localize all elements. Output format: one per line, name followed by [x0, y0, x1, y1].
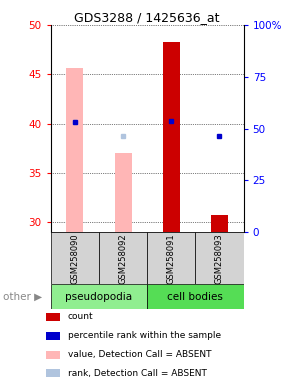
Bar	[195, 232, 244, 284]
Text: other ▶: other ▶	[3, 291, 42, 302]
Bar	[163, 42, 180, 232]
Bar	[46, 313, 60, 321]
Title: GDS3288 / 1425636_at: GDS3288 / 1425636_at	[75, 11, 220, 24]
Text: value, Detection Call = ABSENT: value, Detection Call = ABSENT	[68, 350, 211, 359]
Text: percentile rank within the sample: percentile rank within the sample	[68, 331, 221, 340]
Bar	[211, 215, 228, 232]
Bar	[46, 369, 60, 377]
Text: GSM258090: GSM258090	[70, 233, 79, 283]
Bar	[115, 153, 131, 232]
Bar	[147, 284, 244, 309]
Text: rank, Detection Call = ABSENT: rank, Detection Call = ABSENT	[68, 369, 207, 378]
Bar	[46, 351, 60, 359]
Bar	[66, 68, 83, 232]
Bar	[46, 332, 60, 340]
Text: GSM258091: GSM258091	[167, 233, 176, 283]
Text: GSM258093: GSM258093	[215, 233, 224, 284]
Bar	[51, 284, 147, 309]
Text: count: count	[68, 312, 94, 321]
Text: GSM258092: GSM258092	[119, 233, 128, 283]
Bar	[99, 232, 147, 284]
Text: cell bodies: cell bodies	[167, 291, 223, 302]
Bar	[147, 232, 195, 284]
Text: pseudopodia: pseudopodia	[66, 291, 133, 302]
Bar	[51, 232, 99, 284]
